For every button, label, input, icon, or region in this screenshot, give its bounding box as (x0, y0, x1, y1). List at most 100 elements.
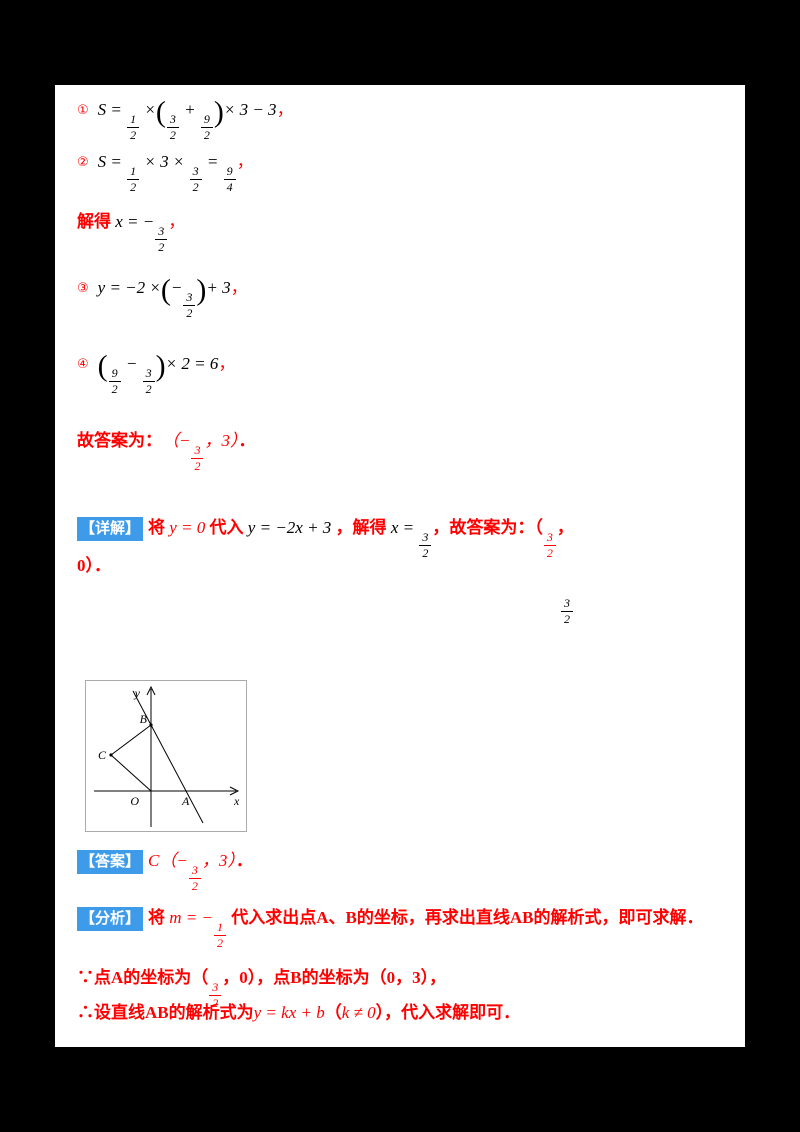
math-text: × 3 − 3 (223, 100, 277, 119)
math-text: − (170, 278, 183, 297)
detail-paragraph-line-1: 【详解】将 y = 0 代入 y = −2x + 3 ，解得 x = 3 2 ，故答… (77, 517, 574, 561)
red-text: ∴设直线AB的解析式为 (77, 1003, 254, 1022)
paren: ( (155, 95, 166, 129)
y-axis-label: y (134, 686, 141, 700)
fraction-numerator: 3 (188, 863, 201, 879)
red-math-text: y = 0 (165, 518, 210, 538)
fraction-numerator: 3 (155, 224, 168, 240)
red-math-text: ，3） (204, 431, 239, 450)
fraction-numerator: 3 (183, 290, 196, 306)
fraction-denominator: 2 (194, 458, 201, 473)
math-text: + 3 (206, 278, 231, 297)
fraction-numerator: 9 (108, 366, 121, 382)
red-text: 代入求出点A、B的坐标，再求出直线AB的解析式，即可求解． (227, 908, 704, 928)
point-b-label: B (140, 712, 148, 726)
point-a-label: A (181, 794, 190, 808)
origin-label: O (130, 794, 139, 808)
section-tag: 【答案】 (77, 850, 144, 875)
fraction-denominator: 4 (226, 179, 233, 194)
red-text: 故答案为： (77, 431, 162, 450)
red-punctuation: ， (276, 100, 294, 119)
math-text: = (202, 152, 223, 171)
fraction-denominator: 2 (130, 179, 137, 194)
y-axis-arrow-icon (146, 685, 156, 696)
fraction-denominator: 2 (564, 611, 570, 626)
red-text: ），代入求解即可． (375, 1003, 521, 1022)
fraction-numerator: 3 (209, 980, 222, 996)
fraction-denominator: 2 (422, 545, 429, 560)
fraction-numerator: 9 (200, 112, 213, 128)
fraction-denominator: 2 (111, 381, 118, 396)
item-marker: ③ (77, 280, 89, 296)
paren: ) (213, 95, 224, 129)
math-text: × 3 × (140, 152, 189, 171)
item-marker: ① (77, 102, 89, 118)
red-text: ． (235, 851, 253, 871)
paren: ( (160, 273, 171, 307)
fraction-numerator: 3 (166, 112, 179, 128)
math-text: × 2 = 6 (165, 354, 219, 373)
fraction-numerator: 3 (189, 164, 202, 180)
red-math-text: ，3） (201, 851, 236, 871)
step-4: ③ y = −2 ×(− 3 2)+ 3， (77, 273, 248, 321)
detail-paragraph-line-2: 0）． (77, 555, 111, 578)
red-math-text: （− (162, 431, 191, 450)
fraction-denominator: 2 (130, 127, 137, 142)
fraction-denominator: 2 (212, 995, 219, 1010)
segment-cb (110, 724, 152, 756)
point-c (109, 753, 113, 757)
x-axis-label: x (233, 794, 240, 808)
math-text: × (140, 100, 156, 119)
analysis-line: 【分析】将 m = −1 2 代入求出点A、B的坐标，再求出直线AB的解析式，即可… (77, 907, 703, 951)
segment-co (110, 754, 152, 792)
red-text: ，解得 (335, 518, 387, 538)
red-punctuation: ， (230, 278, 248, 297)
red-text: ， (556, 518, 574, 538)
solution-line-1: ∵点A的坐标为（ 3 2 ，0），点B的坐标为（0，3）， (77, 967, 446, 1011)
section-tag: 【详解】 (77, 517, 144, 542)
coordinate-figure: y x O A B C (85, 680, 247, 832)
line-ab (132, 690, 204, 824)
fraction-numerator: 3 (191, 443, 204, 459)
fraction-denominator: 2 (169, 127, 176, 142)
math-text: y = −2 × (97, 278, 161, 297)
red-math-text: m = − (165, 908, 213, 928)
red-text: 代入 (209, 518, 244, 538)
math-text: y = −2x + 3 (243, 518, 336, 538)
paren: ) (196, 273, 207, 307)
red-text: 将 (148, 908, 166, 928)
fraction-denominator: 2 (158, 239, 165, 254)
fraction-numerator: 1 (214, 920, 226, 936)
coordinate-figure-svg: y x O A B C (94, 685, 240, 827)
fraction-numerator: 3 (419, 530, 432, 546)
red-text: 0）． (77, 556, 111, 575)
fraction-numerator: 1 (127, 112, 140, 128)
red-punctuation: ， (218, 354, 236, 373)
fraction-numerator: 9 (223, 164, 236, 180)
red-math-text: y = kx + b (253, 1003, 325, 1022)
point-c-label: C (98, 748, 107, 762)
step-6: 故答案为：（− 3 2 ，3）． (77, 430, 255, 474)
red-text: ，0），点B的坐标为（0，3）， (222, 968, 447, 987)
fraction-denominator: 2 (186, 305, 193, 320)
fraction-denominator: 2 (192, 179, 199, 194)
math-text: x = − (111, 212, 155, 231)
red-punctuation: ， (236, 152, 254, 171)
section-tag: 【分析】 (77, 907, 144, 932)
